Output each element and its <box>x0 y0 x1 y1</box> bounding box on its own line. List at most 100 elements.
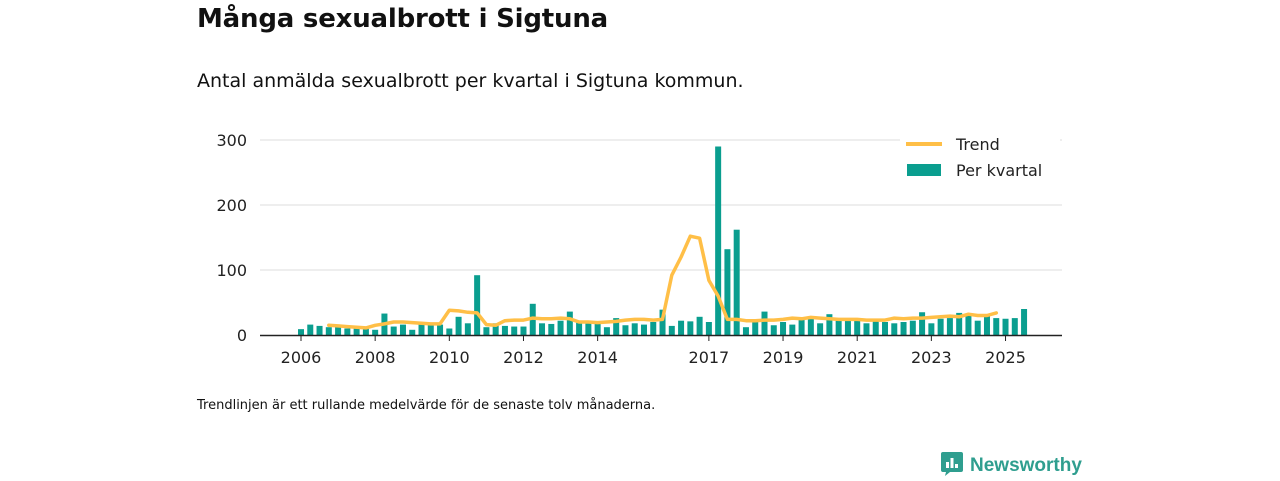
bar <box>900 322 907 335</box>
bar <box>1002 318 1009 335</box>
bar <box>372 329 379 335</box>
bar <box>993 318 1000 335</box>
bar <box>622 325 629 335</box>
bar <box>872 319 879 335</box>
x-tick-label: 2021 <box>837 348 878 367</box>
bar <box>780 322 787 335</box>
legend-bar-swatch <box>907 164 941 176</box>
bar <box>724 249 731 335</box>
bar <box>761 311 768 335</box>
y-tick-label: 300 <box>216 131 247 150</box>
bar <box>705 322 712 335</box>
bar <box>539 323 546 335</box>
bar <box>1021 309 1028 335</box>
bar <box>733 229 740 335</box>
x-tick-label: 2012 <box>503 348 544 367</box>
bar <box>835 320 842 335</box>
bar <box>316 325 323 335</box>
brand-logo[interactable]: Newsworthy <box>940 451 1082 481</box>
bar <box>353 327 360 335</box>
bar <box>807 316 814 335</box>
bar <box>594 323 601 335</box>
bar <box>427 323 434 335</box>
bar <box>715 146 722 335</box>
bar <box>576 320 583 335</box>
bar <box>325 327 332 335</box>
bar <box>566 311 573 335</box>
bar <box>946 318 953 335</box>
bar <box>956 312 963 335</box>
trend-series <box>327 234 999 330</box>
bar <box>854 318 861 335</box>
newsworthy-logo-icon <box>940 451 964 481</box>
bar <box>362 327 369 335</box>
bar <box>752 320 759 335</box>
legend-trend-label: Trend <box>955 135 1000 154</box>
x-tick-label: 2010 <box>429 348 470 367</box>
bar <box>909 320 916 335</box>
bar <box>678 320 685 335</box>
bar <box>696 316 703 335</box>
bar <box>390 326 397 335</box>
bar <box>640 324 647 335</box>
bar <box>770 325 777 335</box>
bar <box>492 323 499 335</box>
bar <box>882 322 889 335</box>
bar <box>344 328 351 335</box>
bar <box>409 329 416 335</box>
bar <box>844 320 851 335</box>
bar <box>557 320 564 335</box>
x-tick-label: 2006 <box>281 348 322 367</box>
bar <box>919 312 926 335</box>
bar <box>965 313 972 335</box>
bar <box>418 322 425 335</box>
bar <box>298 329 304 335</box>
x-axis: 2006 2008 2010 2012 2014 2017 2019 2021 2023 2025 <box>260 334 1062 367</box>
legend: Trend Per kvartal <box>900 131 1060 186</box>
brand-name: Newsworthy <box>970 455 1082 476</box>
x-tick-label: 2017 <box>689 348 730 367</box>
footnote: Trendlinjen är ett rullande medelvärde f… <box>197 398 656 413</box>
bar <box>464 323 471 335</box>
y-tick-label: 0 <box>237 326 247 345</box>
bar <box>668 325 675 335</box>
bar <box>613 318 620 335</box>
bar <box>335 326 342 335</box>
bar <box>891 323 898 335</box>
bar <box>631 323 638 335</box>
x-tick-label: 2023 <box>911 348 952 367</box>
bar <box>863 323 870 335</box>
bar <box>501 325 508 335</box>
bar <box>603 327 610 335</box>
bar <box>585 322 592 335</box>
bar <box>974 320 981 335</box>
bar <box>937 318 944 335</box>
bar <box>1011 318 1018 335</box>
bar <box>826 314 833 335</box>
legend-bar-label: Per kvartal <box>956 161 1042 180</box>
bar <box>548 323 555 335</box>
x-tick-label: 2008 <box>355 348 396 367</box>
bar <box>659 309 666 335</box>
chart-subtitle: Antal anmälda sexualbrott per kvartal i … <box>197 70 744 92</box>
bar <box>437 324 444 335</box>
bar <box>687 321 694 335</box>
bar <box>399 324 406 335</box>
y-tick-label: 200 <box>216 196 247 215</box>
bar <box>798 318 805 335</box>
bar <box>483 327 490 335</box>
bar <box>650 322 657 335</box>
legend-background <box>900 131 1060 186</box>
bar <box>520 326 527 335</box>
x-tick-label: 2025 <box>985 348 1026 367</box>
bar <box>446 328 453 335</box>
y-tick-label: 100 <box>216 261 247 280</box>
x-tick-label: 2014 <box>577 348 618 367</box>
trend-line <box>327 234 999 330</box>
x-tick-label: 2019 <box>763 348 804 367</box>
bar <box>307 324 314 335</box>
bar <box>817 323 824 335</box>
bar <box>455 316 462 335</box>
bar <box>511 326 518 335</box>
